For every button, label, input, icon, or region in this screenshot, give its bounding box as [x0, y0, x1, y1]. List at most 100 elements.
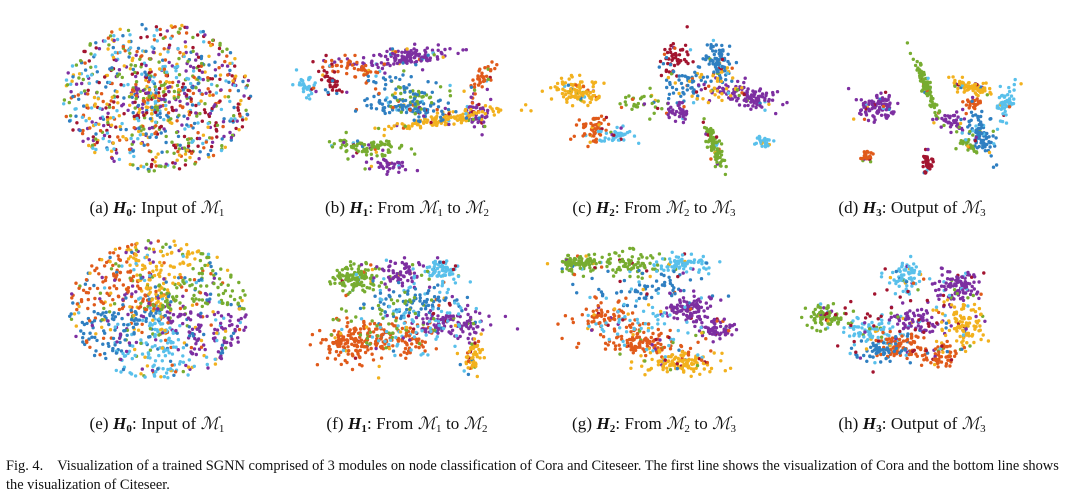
node-point — [163, 58, 168, 62]
node-point — [137, 259, 141, 263]
node-point — [663, 47, 667, 52]
node-point — [623, 100, 627, 104]
node-point — [477, 69, 481, 73]
node-point — [92, 353, 97, 358]
node-point — [339, 339, 343, 344]
node-point — [961, 100, 965, 104]
node-point — [145, 162, 149, 166]
node-point — [192, 75, 196, 79]
node-point — [82, 89, 87, 93]
node-point — [911, 57, 915, 61]
node-point — [985, 131, 989, 136]
node-point — [200, 92, 204, 97]
node-point — [448, 89, 452, 93]
node-point — [154, 292, 158, 296]
node-point — [83, 68, 88, 72]
node-point — [775, 90, 780, 94]
node-point — [979, 88, 983, 93]
node-point — [674, 87, 679, 92]
node-point — [429, 329, 433, 334]
node-point — [107, 105, 112, 109]
node-point — [388, 279, 393, 283]
node-point — [927, 88, 932, 93]
node-point — [1007, 85, 1011, 90]
node-point — [80, 320, 84, 325]
node-point — [436, 283, 440, 287]
node-point — [379, 140, 383, 144]
node-point — [120, 75, 125, 80]
node-point — [470, 120, 474, 124]
node-point — [411, 92, 416, 96]
node-point — [156, 239, 160, 243]
node-point — [1007, 105, 1012, 109]
node-point — [671, 91, 676, 95]
caption-text: : From — [366, 414, 418, 433]
node-point — [189, 81, 193, 86]
node-point — [70, 292, 74, 296]
node-point — [154, 311, 158, 315]
node-point — [225, 268, 230, 272]
node-point — [215, 338, 219, 343]
node-point — [473, 361, 478, 365]
node-point — [957, 125, 961, 129]
node-point — [410, 276, 414, 280]
node-point — [134, 96, 138, 101]
node-point — [128, 103, 132, 108]
node-point — [388, 295, 392, 299]
node-point — [131, 56, 135, 60]
node-point — [979, 114, 983, 119]
node-point — [480, 347, 485, 352]
node-point — [242, 328, 246, 332]
node-point — [228, 99, 232, 104]
node-point — [139, 141, 143, 146]
node-point — [391, 290, 396, 294]
node-point — [394, 50, 398, 54]
node-point — [435, 114, 439, 119]
node-point — [387, 124, 391, 129]
node-point — [437, 323, 441, 328]
node-point — [1019, 82, 1023, 86]
node-point — [470, 356, 474, 360]
node-point — [479, 332, 483, 336]
node-point — [723, 172, 728, 177]
node-point — [294, 68, 299, 72]
node-point — [694, 90, 699, 94]
node-point — [362, 302, 366, 306]
node-point — [149, 241, 153, 245]
node-point — [384, 285, 389, 289]
node-point — [154, 110, 158, 115]
node-point — [227, 80, 231, 85]
node-point — [425, 316, 429, 320]
node-point — [881, 104, 886, 109]
node-point — [467, 326, 471, 331]
tsne-scatter — [62, 22, 253, 173]
node-point — [650, 101, 654, 106]
node-point — [471, 113, 475, 117]
node-point — [724, 87, 729, 91]
node-point — [436, 105, 441, 109]
node-point — [209, 264, 213, 269]
node-point — [369, 70, 373, 74]
node-point — [603, 136, 607, 140]
subfigure-label: (d) — [838, 198, 863, 217]
node-point — [486, 65, 490, 69]
node-point — [335, 89, 339, 93]
node-point — [188, 155, 192, 160]
node-point — [140, 62, 144, 66]
node-point — [155, 113, 160, 117]
node-point — [74, 281, 78, 285]
node-point — [66, 71, 70, 75]
node-point — [193, 336, 197, 341]
node-point — [233, 327, 237, 332]
node-point — [403, 310, 408, 315]
node-point — [434, 347, 438, 351]
node-point — [395, 122, 399, 126]
node-point — [473, 92, 477, 96]
node-point — [79, 91, 83, 95]
node-point — [383, 71, 387, 75]
node-point — [205, 302, 210, 306]
node-point — [720, 92, 724, 96]
node-point — [148, 57, 152, 61]
node-point — [345, 149, 349, 153]
node-point — [196, 131, 200, 135]
